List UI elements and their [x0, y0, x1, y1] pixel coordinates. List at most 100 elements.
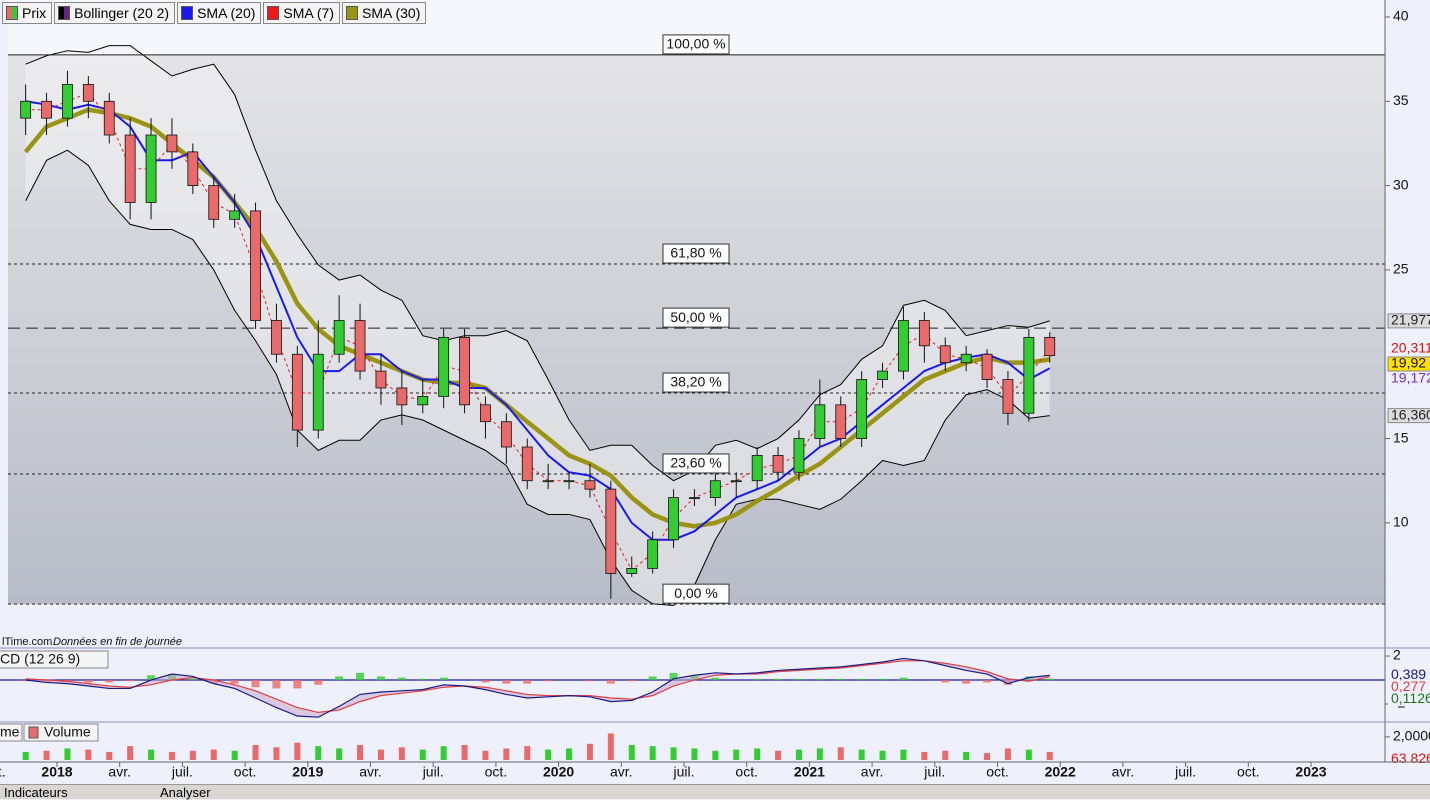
toolbar-button[interactable]: Indicateurs [4, 785, 68, 800]
legend-swatch [6, 6, 18, 20]
fib-label-text: 0,00 % [674, 585, 718, 601]
candle-body [62, 84, 73, 119]
macd-histogram-bar [418, 678, 427, 681]
value-marker-box [1388, 341, 1430, 356]
candle-body [626, 568, 638, 574]
value-marker-label: 0,277 [1391, 678, 1426, 694]
volume-bar [252, 744, 259, 760]
y-tick-label: 35 [1393, 92, 1409, 108]
volume-bar [440, 746, 447, 760]
legend-item[interactable]: SMA (7) [263, 2, 340, 24]
volume-bar [775, 750, 782, 760]
candle-body [354, 320, 366, 372]
volume-bar [837, 747, 844, 760]
x-tick-label: juil. [171, 764, 193, 780]
x-tick-label: oct. [735, 764, 758, 780]
toolbar-button[interactable]: Analyser [160, 785, 211, 800]
macd-histogram-bar [711, 677, 720, 681]
macd-histogram-bar [523, 680, 532, 684]
toolbar: Indicateurs Analyser [0, 784, 1430, 800]
volume-bar [315, 746, 322, 760]
macd-histogram-bar [899, 677, 908, 681]
x-tick-label: avr. [359, 764, 382, 780]
candle-body [751, 455, 763, 482]
macd-histogram-bar [669, 672, 678, 681]
fib-label-text: 61,80 % [670, 245, 721, 261]
candle-body [396, 387, 408, 406]
volume-bar [336, 748, 343, 760]
volume-bar [858, 749, 865, 760]
candle-body [145, 134, 157, 203]
volume-bar [127, 746, 134, 760]
tab[interactable] [0, 723, 23, 742]
macd-histogram-bar [983, 680, 992, 683]
value-marker-box [1387, 313, 1430, 329]
volume-bar [963, 751, 970, 760]
candle-body [730, 480, 742, 483]
macd-histogram-bar [481, 680, 490, 683]
candle-body [960, 353, 972, 364]
fib-label-box [662, 34, 730, 55]
value-marker-label: 19,92 [1391, 355, 1426, 371]
fib-label: 23,60 % [662, 453, 730, 474]
volume-bar [1025, 749, 1032, 760]
candle-body [250, 210, 261, 321]
legend-swatch [346, 6, 358, 20]
volume-tab[interactable] [23, 723, 99, 742]
legend-item[interactable]: Prix [2, 2, 53, 24]
legend-label: SMA (7) [283, 5, 334, 21]
x-tick-label: oct. [0, 764, 6, 780]
macd-histogram-bar [272, 680, 281, 689]
macd-histogram-bar [502, 680, 511, 684]
fib-label-box [662, 372, 730, 393]
candle-body [877, 370, 888, 380]
macd-histogram-bar [648, 676, 657, 681]
legend-item[interactable]: Bollinger (20 2) [54, 2, 176, 24]
candle-body [271, 320, 282, 355]
candle-body [417, 395, 429, 406]
macd-histogram-bar [314, 680, 323, 685]
volume-bar [1046, 751, 1053, 760]
bollinger-upper [25, 45, 1050, 482]
macd-histogram-bar [230, 680, 239, 684]
volume-bar [210, 749, 217, 760]
x-tick-label: oct. [1237, 764, 1260, 780]
x-tick-label: 2020 [543, 764, 574, 780]
candle-body [647, 539, 659, 569]
volume-bar [273, 747, 280, 760]
candle-body [563, 480, 575, 483]
candle-body [835, 404, 847, 439]
candle-body [187, 151, 199, 187]
candle-body [291, 353, 303, 431]
candle-body [898, 320, 909, 372]
volume-title: Volume [44, 724, 91, 740]
candle-body [584, 480, 596, 490]
legend-item[interactable]: SMA (20) [177, 2, 262, 24]
macd-line [25, 657, 1050, 718]
y-tick-label: 30 [1393, 176, 1409, 192]
x-tick-label: juil. [1174, 764, 1196, 780]
candle-body [542, 480, 554, 483]
y-tick-label: 15 [1393, 429, 1409, 445]
volume-bar [942, 750, 949, 760]
candle-body [208, 185, 220, 220]
volume-bar [733, 749, 740, 760]
legend-item[interactable]: SMA (30) [342, 2, 427, 24]
y-tick-label: 10 [1393, 514, 1409, 530]
candle-body [166, 134, 178, 153]
candle-body [856, 379, 868, 439]
value-marker-label: 63 826 [1391, 750, 1430, 766]
fib-label-box [662, 583, 730, 604]
volume-bar [754, 748, 761, 760]
macd-histogram-bar [941, 680, 950, 683]
fib-label-text: 23,60 % [670, 455, 721, 471]
macd-tab[interactable] [0, 650, 109, 669]
macd-histogram-bar [105, 680, 114, 683]
macd-histogram-bar [397, 677, 406, 681]
legend-label: SMA (30) [362, 5, 421, 21]
macd-histogram-bar [335, 676, 344, 681]
source: lTime.com [2, 636, 52, 648]
